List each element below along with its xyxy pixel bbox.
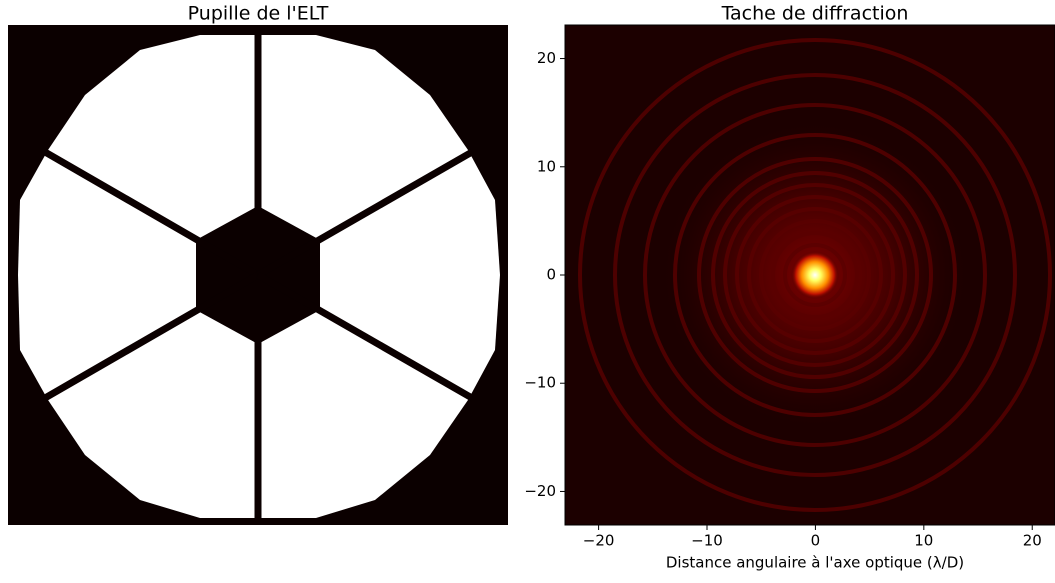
- spider: [256, 148, 474, 279]
- x-tick-label: 10: [914, 532, 933, 550]
- x-axis-label: Distance angulaire à l'axe optique (λ/D): [666, 554, 964, 572]
- panel-title: Tache de diffraction: [721, 3, 909, 25]
- y-tick-label: 10: [537, 157, 556, 175]
- rings: [578, 38, 1052, 512]
- y-tick-label: 0: [546, 266, 556, 284]
- y-tick-label: 20: [537, 49, 556, 67]
- spider: [43, 271, 260, 402]
- pupil-image: [8, 25, 508, 525]
- panel-title: Pupille de l'ELT: [188, 3, 329, 25]
- x-tick-label: 20: [1023, 532, 1042, 550]
- x-tick-label: 0: [811, 532, 821, 550]
- diffraction-image: [565, 25, 1055, 525]
- central-peak: [791, 251, 839, 299]
- y-tick-label: −20: [524, 482, 556, 500]
- y-tick-label: −10: [524, 374, 556, 392]
- spider: [43, 148, 260, 279]
- spiders: [43, 25, 474, 525]
- x-tick-label: −10: [691, 532, 723, 550]
- x-tick-label: −20: [583, 532, 615, 550]
- spider: [256, 271, 474, 402]
